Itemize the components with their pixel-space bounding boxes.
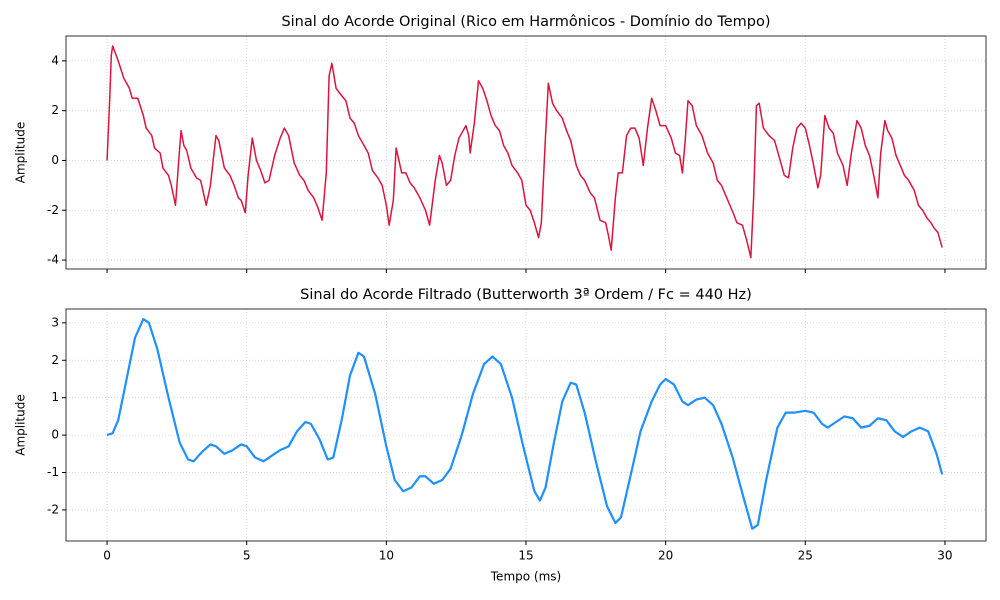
x-tick-label: 15 [518, 549, 533, 563]
y-tick-label: -2 [47, 203, 59, 217]
signal-line [106, 45, 943, 259]
y-tick-label: -2 [47, 502, 59, 516]
x-tick-label: 0 [103, 549, 111, 563]
y-tick-label: 2 [51, 103, 59, 117]
y-tick-label: 1 [51, 390, 59, 404]
y-tick-label: 3 [51, 315, 59, 329]
y-tick-label: -4 [47, 253, 59, 267]
axes-frame [65, 35, 987, 270]
x-tick-label: 5 [243, 549, 251, 563]
y-tick-label: 0 [51, 428, 59, 442]
y-axis-label: Amplitude [14, 394, 28, 456]
x-tick-label: 30 [937, 549, 952, 563]
y-tick-label: 2 [51, 353, 59, 367]
axes-frame [65, 308, 987, 542]
x-tick-label: 10 [379, 549, 394, 563]
y-tick-label: -1 [47, 465, 59, 479]
x-tick-label: 25 [798, 549, 813, 563]
y-tick-label: 4 [51, 53, 59, 67]
signal-line [106, 318, 944, 530]
x-tick-label: 20 [658, 549, 673, 563]
chart-title: Sinal do Acorde Filtrado (Butterworth 3ª… [300, 287, 752, 303]
chart-title: Sinal do Acorde Original (Rico em Harmôn… [281, 14, 770, 30]
y-axis-label: Amplitude [14, 122, 28, 184]
y-tick-label: 0 [51, 153, 59, 167]
x-axis-label: Tempo (ms) [490, 570, 561, 584]
